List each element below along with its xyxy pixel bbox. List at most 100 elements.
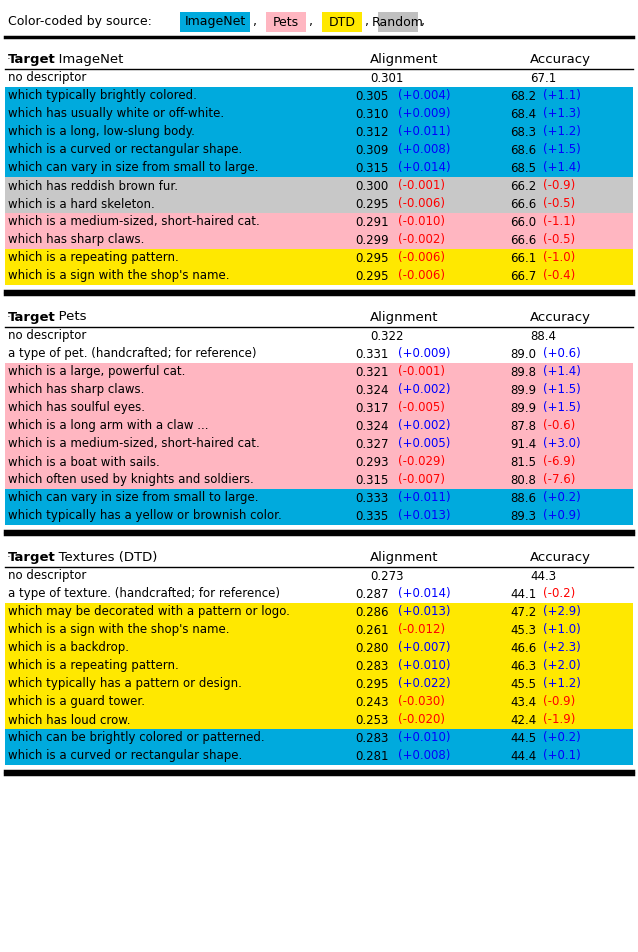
FancyBboxPatch shape <box>5 621 633 639</box>
Text: 44.5: 44.5 <box>510 731 536 744</box>
Text: which typically has a yellow or brownish color.: which typically has a yellow or brownish… <box>8 509 282 523</box>
FancyBboxPatch shape <box>5 453 633 471</box>
Text: 0.324: 0.324 <box>355 384 389 396</box>
Text: which is a hard skeleton.: which is a hard skeleton. <box>8 197 155 210</box>
Text: 0.283: 0.283 <box>355 731 389 744</box>
Text: 44.4: 44.4 <box>510 749 537 763</box>
Text: 91.4: 91.4 <box>510 438 537 450</box>
Text: (-0.010): (-0.010) <box>398 215 445 228</box>
FancyBboxPatch shape <box>266 12 306 32</box>
Text: (-0.9): (-0.9) <box>543 180 575 192</box>
FancyBboxPatch shape <box>5 105 633 123</box>
FancyBboxPatch shape <box>5 471 633 489</box>
Text: (-0.006): (-0.006) <box>398 269 445 283</box>
Text: (+3.0): (+3.0) <box>543 438 581 450</box>
Text: (+1.4): (+1.4) <box>543 162 581 174</box>
Text: 0.301: 0.301 <box>370 71 403 85</box>
Text: (+1.3): (+1.3) <box>543 108 581 121</box>
Text: (+2.0): (+2.0) <box>543 660 581 672</box>
Text: (-0.012): (-0.012) <box>398 624 445 637</box>
Text: 66.6: 66.6 <box>510 233 537 247</box>
Text: (-0.007): (-0.007) <box>398 473 445 486</box>
Text: 45.3: 45.3 <box>510 624 536 637</box>
Text: bold: bold <box>8 556 11 557</box>
Text: Target: Target <box>8 52 56 66</box>
FancyBboxPatch shape <box>5 657 633 675</box>
Text: 66.7: 66.7 <box>510 269 537 283</box>
Text: which is a boat with sails.: which is a boat with sails. <box>8 455 160 468</box>
Text: which is a guard tower.: which is a guard tower. <box>8 696 145 708</box>
Text: ,: , <box>365 15 369 29</box>
Text: no descriptor: no descriptor <box>8 569 86 583</box>
Text: ,: , <box>421 15 425 29</box>
Text: (+2.3): (+2.3) <box>543 642 581 655</box>
Text: (+1.5): (+1.5) <box>543 402 581 414</box>
Text: (-0.006): (-0.006) <box>398 197 445 210</box>
Text: 0.331: 0.331 <box>355 347 389 361</box>
Text: 0.283: 0.283 <box>355 660 389 672</box>
Text: 89.9: 89.9 <box>510 384 536 396</box>
FancyBboxPatch shape <box>5 489 633 507</box>
Text: which can vary in size from small to large.: which can vary in size from small to lar… <box>8 491 258 505</box>
Text: 0.310: 0.310 <box>355 108 389 121</box>
Text: (-0.9): (-0.9) <box>543 696 575 708</box>
FancyBboxPatch shape <box>5 675 633 693</box>
Text: (+0.004): (+0.004) <box>398 89 450 103</box>
Text: 44.3: 44.3 <box>530 569 556 583</box>
Text: 66.0: 66.0 <box>510 215 536 228</box>
FancyBboxPatch shape <box>5 693 633 711</box>
Text: Alignment: Alignment <box>370 310 438 324</box>
Text: 0.287: 0.287 <box>355 587 389 601</box>
Text: (-0.4): (-0.4) <box>543 269 575 283</box>
Text: which typically has a pattern or design.: which typically has a pattern or design. <box>8 678 242 690</box>
Text: (+1.5): (+1.5) <box>543 384 581 396</box>
Text: 46.3: 46.3 <box>510 660 536 672</box>
Text: 0.295: 0.295 <box>355 197 389 210</box>
Text: bold: bold <box>8 316 11 317</box>
Text: DTD: DTD <box>329 15 355 29</box>
Text: (+1.4): (+1.4) <box>543 366 581 379</box>
Text: (+0.010): (+0.010) <box>398 731 450 744</box>
Text: which can be brightly colored or patterned.: which can be brightly colored or pattern… <box>8 731 265 744</box>
Text: (+0.005): (+0.005) <box>398 438 450 450</box>
Text: (+0.010): (+0.010) <box>398 660 450 672</box>
Text: (+1.0): (+1.0) <box>543 624 581 637</box>
Text: (+0.011): (+0.011) <box>398 126 450 138</box>
Text: a type of texture. (handcrafted; for reference): a type of texture. (handcrafted; for ref… <box>8 587 280 601</box>
Text: (-0.001): (-0.001) <box>398 366 445 379</box>
Text: 0.312: 0.312 <box>355 126 389 138</box>
Text: ImageNet: ImageNet <box>184 15 246 29</box>
Text: which is a medium-sized, short-haired cat.: which is a medium-sized, short-haired ca… <box>8 215 260 228</box>
Text: 80.8: 80.8 <box>510 473 536 486</box>
FancyBboxPatch shape <box>5 249 633 267</box>
Text: which has sharp claws.: which has sharp claws. <box>8 384 144 396</box>
Text: (-0.5): (-0.5) <box>543 233 575 247</box>
Text: Random: Random <box>372 15 424 29</box>
Text: (-0.030): (-0.030) <box>398 696 445 708</box>
Text: Color-coded by source:: Color-coded by source: <box>8 15 152 29</box>
Text: which is a curved or rectangular shape.: which is a curved or rectangular shape. <box>8 749 242 763</box>
Text: (-0.2): (-0.2) <box>543 587 575 601</box>
Text: (+0.022): (+0.022) <box>398 678 450 690</box>
Text: 0.295: 0.295 <box>355 269 389 283</box>
Text: which often used by knights and soldiers.: which often used by knights and soldiers… <box>8 473 254 486</box>
Text: (+0.1): (+0.1) <box>543 749 581 763</box>
Text: which is a curved or rectangular shape.: which is a curved or rectangular shape. <box>8 144 242 156</box>
Text: which has sharp claws.: which has sharp claws. <box>8 233 144 247</box>
Text: (+0.013): (+0.013) <box>398 509 450 523</box>
Text: 0.321: 0.321 <box>355 366 389 379</box>
Text: 0.327: 0.327 <box>355 438 389 450</box>
Text: (-0.005): (-0.005) <box>398 402 445 414</box>
Text: : Pets: : Pets <box>50 310 87 324</box>
FancyBboxPatch shape <box>5 507 633 525</box>
Text: 66.6: 66.6 <box>510 197 537 210</box>
Text: (+1.2): (+1.2) <box>543 126 581 138</box>
FancyBboxPatch shape <box>378 12 418 32</box>
Text: 68.4: 68.4 <box>510 108 536 121</box>
Text: (+1.2): (+1.2) <box>543 678 581 690</box>
Text: 66.2: 66.2 <box>510 180 537 192</box>
Text: which is a sign with the shop's name.: which is a sign with the shop's name. <box>8 624 230 637</box>
Text: (-0.006): (-0.006) <box>398 251 445 265</box>
Text: (+0.002): (+0.002) <box>398 420 450 432</box>
Text: 0.335: 0.335 <box>355 509 389 523</box>
